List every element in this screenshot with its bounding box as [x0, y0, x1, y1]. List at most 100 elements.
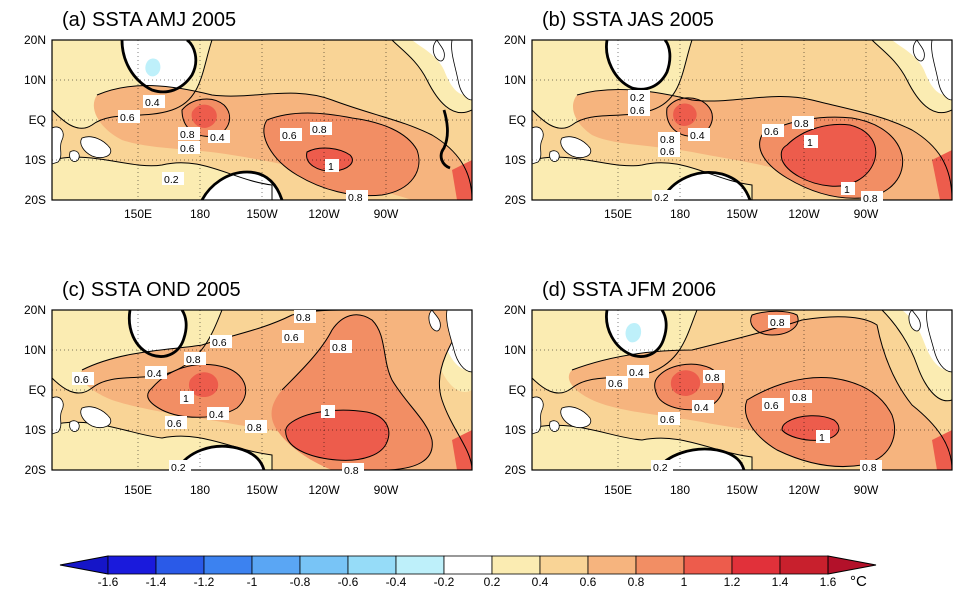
- lat-tick: 10N: [504, 343, 526, 357]
- colorbar-tick: -1.2: [194, 575, 215, 589]
- svg-text:0.6: 0.6: [212, 337, 227, 349]
- contour-label: 1: [180, 391, 194, 405]
- contour-label: 0.4: [208, 130, 230, 144]
- svg-text:0.6: 0.6: [660, 146, 675, 158]
- zero-contour: [605, 310, 668, 358]
- lon-tick: 180: [190, 207, 210, 221]
- lat-tick: EQ: [29, 383, 46, 397]
- svg-text:0.6: 0.6: [284, 332, 299, 344]
- contour-label: 1: [804, 135, 818, 149]
- contour-label: 0.2: [651, 460, 673, 474]
- lon-tick: 90W: [854, 483, 879, 497]
- lat-tick: 20N: [24, 303, 46, 317]
- lat-tick: 20S: [505, 193, 526, 207]
- contour-label: 0.6: [282, 330, 304, 344]
- zero-contour: [439, 109, 451, 170]
- contour-label: 0.4: [688, 128, 710, 142]
- colorbar-tick: -1.6: [98, 575, 119, 589]
- contour-label: 0.8: [245, 420, 267, 434]
- contour-label: 0.2: [162, 172, 184, 186]
- lat-tick: 10N: [504, 73, 526, 87]
- svg-text:0.6: 0.6: [180, 143, 195, 155]
- svg-text:0.6: 0.6: [74, 374, 89, 386]
- colorbar-tick: -0.2: [434, 575, 455, 589]
- colorbar-bin: [443, 555, 493, 575]
- zero-contour: [175, 444, 266, 470]
- contour-label: 0.4: [207, 407, 229, 421]
- panel-title: (c) SSTA OND 2005: [62, 279, 241, 301]
- svg-text:0.6: 0.6: [608, 378, 623, 390]
- colorbar-unit: °C: [850, 573, 867, 590]
- contour-label: 0.4: [143, 95, 165, 109]
- plot-frame: [51, 309, 473, 471]
- field-c10: [452, 160, 472, 200]
- plot-frame: [51, 39, 473, 201]
- svg-text:0.8: 0.8: [862, 462, 877, 474]
- contour-label: 0.2: [652, 190, 674, 204]
- colorbar-under-arrow: [59, 555, 109, 575]
- lat-tick-labels: 20N 10N EQ 10S 20S: [504, 303, 526, 477]
- field-c10: [932, 150, 952, 200]
- field-neg: [145, 58, 161, 77]
- svg-text:0.8: 0.8: [296, 312, 311, 324]
- field-c10: [932, 430, 952, 470]
- svg-text:0.4: 0.4: [210, 132, 225, 144]
- lat-tick: 20N: [504, 303, 526, 317]
- contour-label: 0.6: [606, 376, 628, 390]
- colorbar-tick: 1.2: [724, 575, 741, 589]
- contour-label: 0.8: [330, 340, 352, 354]
- lat-tick: 10N: [24, 73, 46, 87]
- lat-tick-labels: 20N 10N EQ 10S 20S: [504, 33, 526, 207]
- lon-tick: 180: [190, 483, 210, 497]
- lon-tick: 90W: [374, 483, 399, 497]
- contour-label: 0.4: [145, 366, 167, 380]
- lon-tick: 90W: [854, 207, 879, 221]
- colorbar-bins: [107, 555, 829, 575]
- lon-tick: 180: [670, 483, 690, 497]
- contour-label: 0.8: [346, 190, 368, 204]
- lat-tick: 10S: [505, 153, 526, 167]
- colorbar-bin: [395, 555, 445, 575]
- svg-text:0.8: 0.8: [348, 192, 363, 204]
- lon-tick: 150W: [246, 483, 278, 497]
- field-c10: [452, 430, 472, 470]
- contour-label: 0.8: [768, 315, 790, 329]
- colorbar-tick: -1: [247, 575, 258, 589]
- lon-tick: 150E: [604, 207, 632, 221]
- svg-text:0.8: 0.8: [660, 134, 675, 146]
- contour-label: 0.8: [658, 132, 680, 146]
- contour-label: 0.6: [762, 398, 784, 412]
- contour-label: 0.8: [342, 463, 364, 477]
- zero-contour: [660, 171, 752, 200]
- field-c10: [188, 372, 219, 397]
- field-c10: [673, 103, 697, 126]
- panel-b: (b) SSTA JAS 2005 0.2 0.6 0.8 0.4 0.6 0.…: [504, 9, 953, 221]
- svg-text:0.4: 0.4: [629, 367, 644, 379]
- gridlines: [52, 310, 472, 470]
- lat-tick: 10S: [25, 153, 46, 167]
- svg-text:0.6: 0.6: [120, 112, 135, 124]
- contour-label: 0.6: [658, 412, 680, 426]
- svg-text:0.2: 0.2: [630, 92, 645, 104]
- field-neg: [625, 322, 642, 343]
- svg-text:0.4: 0.4: [694, 402, 709, 414]
- svg-text:0.4: 0.4: [690, 130, 705, 142]
- colorbar-tick: 1: [681, 575, 688, 589]
- svg-text:0.6: 0.6: [282, 130, 297, 142]
- panel-c: (c) SSTA OND 2005 0.6 0.6 0.8 0.8 0.6 0.…: [24, 279, 473, 497]
- svg-text:1: 1: [183, 393, 189, 405]
- contour-label: 0.8: [860, 460, 882, 474]
- colorbar-tick-labels: -1.6 -1.4 -1.2 -1 -0.8 -0.6 -0.4 -0.2 0.…: [98, 575, 837, 589]
- svg-text:0.8: 0.8: [770, 317, 785, 329]
- colorbar-bin: [107, 555, 157, 575]
- svg-text:0.2: 0.2: [171, 462, 186, 474]
- contour-label: 0.6: [280, 128, 302, 142]
- colorbar-tick: 0.6: [580, 575, 597, 589]
- svg-text:0.6: 0.6: [167, 418, 182, 430]
- contour-label: 1: [841, 182, 855, 196]
- contour-label: 0.4: [627, 365, 649, 379]
- lon-tick: 120W: [788, 483, 820, 497]
- contour-label: 0.8: [861, 191, 883, 205]
- svg-text:0.4: 0.4: [145, 97, 160, 109]
- contour-label: 0.8: [310, 122, 332, 136]
